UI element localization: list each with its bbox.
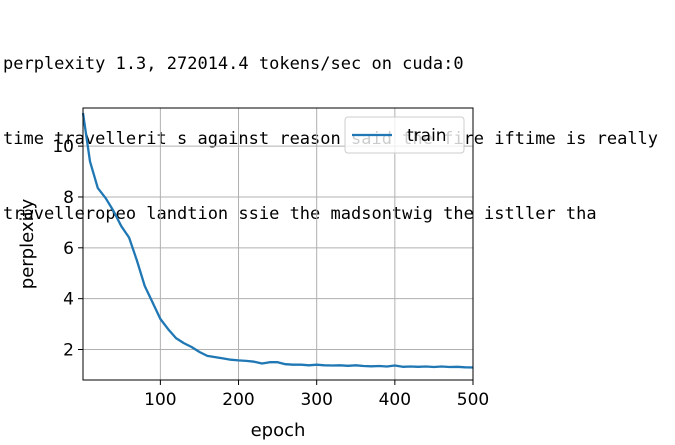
chart-ticks: 100 200 300 400 500 2 4 6 8 10	[52, 137, 489, 410]
x-tick-label: 400	[379, 390, 411, 410]
axes-frame	[82, 107, 474, 381]
output-log-line-sample-2: travelleropeo landtion ssie the madsontw…	[3, 204, 597, 224]
legend-label-train: train	[407, 126, 447, 146]
chart-plot-area	[81, 112, 474, 369]
chart-frame	[82, 107, 474, 381]
x-axis-label: epoch	[251, 420, 306, 441]
y-tick-label: 10	[52, 137, 74, 157]
legend-box	[344, 116, 465, 154]
y-tick-label: 8	[63, 188, 74, 208]
x-tick-label: 100	[144, 390, 176, 410]
y-tick-label: 6	[63, 239, 74, 259]
chart-legend: train	[344, 116, 465, 154]
y-axis-label: perplexity	[17, 198, 38, 289]
y-tick-label: 2	[63, 340, 74, 360]
x-tick-label: 500	[457, 390, 489, 410]
output-log: perplexity 1.3, 272014.4 tokens/sec on c…	[3, 2, 658, 252]
output-log-line-perplexity: perplexity 1.3, 272014.4 tokens/sec on c…	[3, 54, 464, 74]
x-tick-label: 200	[222, 390, 254, 410]
x-tick-label: 300	[300, 390, 332, 410]
y-tick-label: 4	[63, 290, 74, 310]
series-line-train	[81, 112, 474, 369]
